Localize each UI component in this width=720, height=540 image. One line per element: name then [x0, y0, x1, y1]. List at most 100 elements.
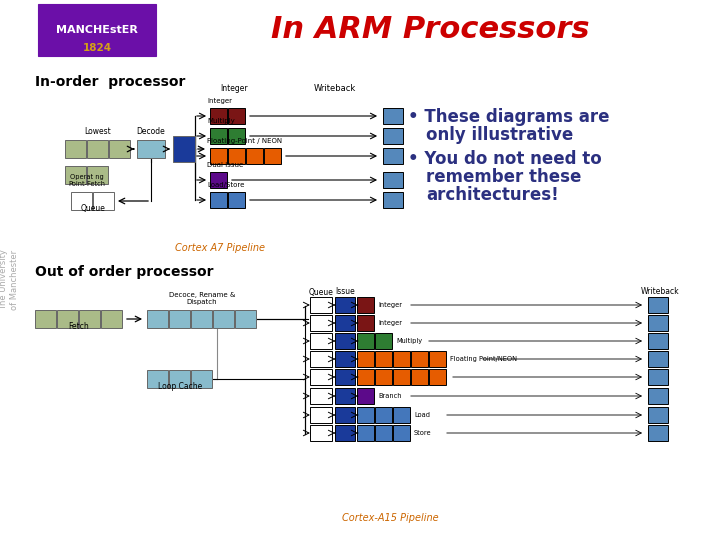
Text: Cortex A7 Pipeline: Cortex A7 Pipeline	[175, 243, 265, 253]
Bar	[375, 425, 392, 441]
Text: Queue: Queue	[309, 287, 333, 296]
Bar	[357, 333, 374, 349]
Bar	[357, 407, 374, 423]
Bar	[210, 128, 227, 144]
Bar	[383, 108, 403, 124]
Bar	[38, 4, 156, 56]
Text: In ARM Processors: In ARM Processors	[271, 16, 589, 44]
Bar	[648, 315, 668, 331]
Bar	[648, 297, 668, 313]
Bar	[87, 166, 108, 184]
Bar	[335, 407, 355, 423]
Text: MANCHEstER: MANCHEstER	[56, 25, 138, 35]
Bar	[71, 192, 92, 210]
Text: The University
of Manchester: The University of Manchester	[0, 249, 19, 310]
Bar	[228, 128, 245, 144]
Bar	[93, 192, 114, 210]
Bar	[393, 407, 410, 423]
Bar	[648, 407, 668, 423]
Bar	[648, 388, 668, 404]
Text: Writeback: Writeback	[641, 287, 679, 296]
Bar	[310, 333, 332, 349]
Text: Integer: Integer	[378, 302, 402, 308]
Bar	[393, 425, 410, 441]
Bar	[648, 333, 668, 349]
Bar	[375, 333, 392, 349]
Bar	[310, 351, 332, 367]
Bar	[357, 297, 374, 313]
Text: Dual Issue: Dual Issue	[207, 162, 243, 168]
Bar	[411, 369, 428, 385]
Bar	[264, 148, 281, 164]
Bar	[357, 425, 374, 441]
Text: Issue: Issue	[174, 127, 194, 136]
Bar	[310, 388, 332, 404]
Bar	[147, 310, 168, 328]
Bar	[210, 148, 227, 164]
Text: Writeback: Writeback	[314, 84, 356, 93]
Bar	[393, 351, 410, 367]
Text: Lowest: Lowest	[85, 127, 112, 136]
Text: Load: Load	[414, 412, 430, 418]
Bar	[357, 369, 374, 385]
Bar	[210, 172, 227, 188]
Bar	[101, 310, 122, 328]
Bar	[210, 192, 227, 208]
Bar	[35, 310, 56, 328]
Bar	[310, 369, 332, 385]
Bar	[429, 369, 446, 385]
Bar	[375, 407, 392, 423]
Text: • You do not need to: • You do not need to	[408, 150, 602, 168]
Bar	[79, 310, 100, 328]
Bar	[648, 351, 668, 367]
Text: Integer: Integer	[378, 320, 402, 326]
Bar	[147, 370, 168, 388]
Text: Floating Point/NEON: Floating Point/NEON	[450, 356, 517, 362]
Bar	[383, 172, 403, 188]
Bar	[357, 351, 374, 367]
Bar	[191, 370, 212, 388]
Text: Decode: Decode	[137, 127, 166, 136]
Bar	[335, 351, 355, 367]
Text: Decoce, Rename &
Dispatch: Decoce, Rename & Dispatch	[168, 292, 235, 305]
Text: Integer: Integer	[220, 84, 248, 93]
Bar	[169, 370, 190, 388]
Bar	[375, 369, 392, 385]
Text: architectures!: architectures!	[426, 186, 559, 204]
Bar	[310, 297, 332, 313]
Bar	[65, 140, 86, 158]
Bar	[335, 369, 355, 385]
Bar	[228, 108, 245, 124]
Bar	[210, 108, 227, 124]
Bar	[87, 140, 108, 158]
Bar	[109, 140, 130, 158]
Bar	[169, 310, 190, 328]
Text: Integer: Integer	[207, 98, 232, 104]
Text: Out of order processor: Out of order processor	[35, 265, 214, 279]
Bar	[648, 425, 668, 441]
Text: Multiply: Multiply	[396, 338, 422, 344]
Text: Multiply: Multiply	[207, 118, 235, 124]
Text: 1824: 1824	[82, 43, 112, 53]
Bar	[357, 388, 374, 404]
Bar	[65, 166, 86, 184]
Bar	[393, 369, 410, 385]
Bar	[310, 425, 332, 441]
Text: Queue: Queue	[81, 204, 105, 213]
Bar	[383, 192, 403, 208]
Bar	[335, 388, 355, 404]
Text: • These diagrams are: • These diagrams are	[408, 108, 610, 126]
Bar	[310, 407, 332, 423]
Text: Loop Cache: Loop Cache	[158, 382, 202, 391]
Bar	[357, 315, 374, 331]
Bar	[228, 192, 245, 208]
Bar	[335, 333, 355, 349]
Text: Load/Store: Load/Store	[207, 182, 244, 188]
Text: In-order  processor: In-order processor	[35, 75, 185, 89]
Bar	[228, 148, 245, 164]
Text: Issue: Issue	[335, 287, 355, 296]
Bar	[383, 148, 403, 164]
Bar	[310, 315, 332, 331]
Text: Floating-Point / NEON: Floating-Point / NEON	[207, 138, 282, 144]
Text: Branch: Branch	[378, 393, 402, 399]
